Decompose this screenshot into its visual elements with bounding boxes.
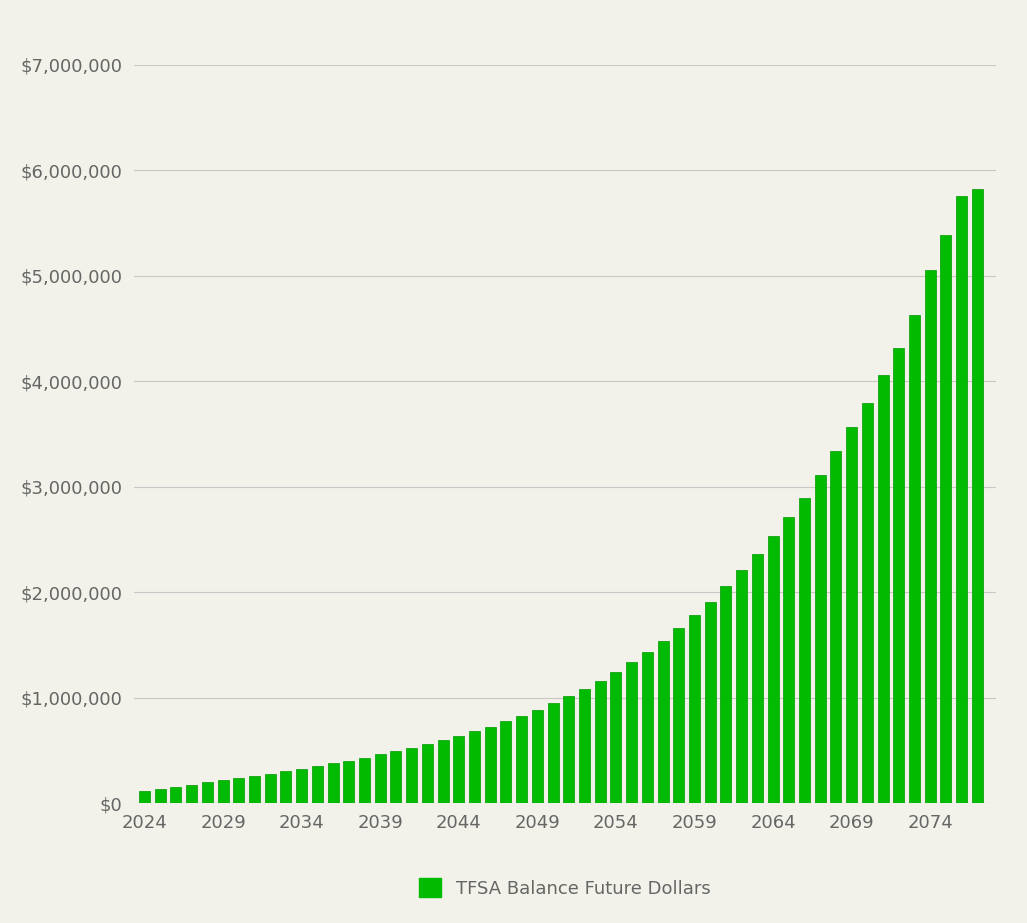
Bar [642, 652, 653, 803]
Bar [893, 348, 904, 803]
Bar [296, 769, 307, 803]
Bar [752, 554, 763, 803]
Bar [909, 315, 920, 803]
Bar [469, 731, 480, 803]
Bar [249, 776, 260, 803]
Bar [517, 716, 527, 803]
Bar [846, 427, 858, 803]
Bar [438, 740, 449, 803]
Bar [453, 736, 464, 803]
Bar [280, 772, 292, 803]
Bar [343, 761, 354, 803]
Bar [956, 197, 967, 803]
Bar [233, 778, 244, 803]
Bar [265, 774, 275, 803]
Bar [814, 475, 826, 803]
Bar [767, 536, 778, 803]
Bar [689, 616, 700, 803]
Bar [359, 758, 370, 803]
Bar [155, 789, 165, 803]
Bar [610, 672, 621, 803]
Bar [831, 450, 841, 803]
Bar [924, 270, 936, 803]
Bar [390, 751, 402, 803]
Bar [139, 791, 150, 803]
Bar [862, 402, 873, 803]
Bar [657, 641, 669, 803]
Bar [186, 785, 197, 803]
Bar [328, 763, 339, 803]
Bar [312, 766, 322, 803]
Bar [532, 710, 543, 803]
Bar [563, 697, 574, 803]
Bar [626, 662, 637, 803]
Bar [736, 570, 747, 803]
Bar [202, 783, 213, 803]
Bar [500, 721, 511, 803]
Bar [170, 787, 182, 803]
Bar [674, 629, 684, 803]
Bar [799, 497, 810, 803]
Bar [375, 754, 386, 803]
Bar [485, 726, 496, 803]
Bar [422, 744, 432, 803]
Legend: TFSA Balance Future Dollars: TFSA Balance Future Dollars [412, 871, 718, 905]
Bar [595, 680, 606, 803]
Bar [705, 602, 716, 803]
Bar [972, 189, 983, 803]
Bar [406, 748, 417, 803]
Bar [218, 780, 229, 803]
Bar [784, 517, 794, 803]
Bar [720, 586, 731, 803]
Bar [547, 703, 559, 803]
Bar [941, 235, 951, 803]
Bar [579, 689, 589, 803]
Bar [877, 376, 888, 803]
